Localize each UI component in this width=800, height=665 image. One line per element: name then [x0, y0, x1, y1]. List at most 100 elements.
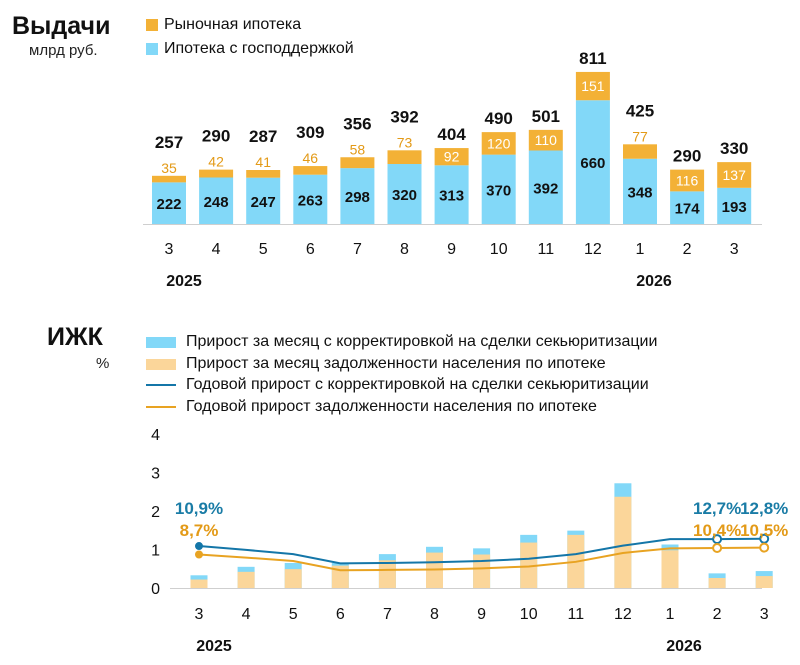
bar-market: [670, 169, 705, 192]
data-label-state-supported: 392: [533, 180, 558, 197]
data-label-market: 46: [303, 150, 319, 166]
data-label-total: 425: [626, 101, 654, 120]
marker-annual-debt: [195, 550, 203, 559]
marker-annual-debt: [712, 542, 723, 553]
x-tick-label: 6: [306, 241, 315, 258]
data-label-total: 290: [673, 147, 701, 166]
legend-swatch-blue: [146, 43, 158, 55]
legend-market-mortgage: Рыночная ипотека: [146, 16, 301, 34]
data-label-market: 42: [208, 154, 224, 170]
data-label-market: 73: [397, 134, 413, 150]
x-tick-label: 1: [636, 241, 645, 258]
year-label: 2026: [666, 638, 702, 655]
data-label-total: 404: [437, 125, 466, 144]
x-tick-label: 5: [259, 241, 268, 258]
bar-market: [575, 71, 610, 101]
legend-state-supported-mortgage: Ипотека с господдержкой: [146, 40, 354, 58]
annotation-annual-debt: 10,4%: [693, 521, 741, 540]
y-tick-label: 2: [151, 504, 160, 521]
x-tick-label: 2: [683, 241, 692, 258]
bar-market: [528, 129, 563, 151]
data-label-total: 330: [720, 139, 748, 158]
bar-market: [340, 157, 375, 169]
legend-label: Прирост за месяц с корректировкой на сде…: [186, 333, 658, 350]
bar-state-supported: [293, 174, 328, 224]
x-tick-label: 8: [430, 606, 439, 623]
bar-monthly-debt: [378, 560, 396, 588]
y-tick-label: 4: [151, 427, 160, 444]
ihk-unit: %: [96, 355, 110, 372]
data-label-state-supported: 248: [204, 194, 229, 211]
annotation-annual-debt: 8,7%: [180, 521, 219, 540]
data-label-total: 290: [202, 127, 230, 146]
legend-label: Годовой прирост с корректировкой на сдел…: [186, 376, 649, 393]
bar-monthly-debt: [237, 571, 255, 588]
x-tick-label: 10: [520, 606, 538, 623]
data-label-total: 356: [343, 114, 371, 133]
bar-state-supported: [434, 165, 469, 224]
line-annual-adjusted: [198, 537, 765, 565]
legend-swatch-orange-line: [146, 406, 176, 408]
data-label-state-supported: 298: [345, 189, 370, 206]
y-tick-label: 3: [151, 466, 160, 483]
bar-state-supported: [152, 182, 186, 224]
data-label-state-supported: 174: [675, 201, 701, 218]
x-tick-label: 12: [614, 606, 632, 623]
bar-monthly-debt: [284, 569, 302, 588]
bar-monthly-debt: [661, 550, 679, 588]
bar-state-supported: [623, 158, 657, 224]
legend-label: Ипотека с господдержкой: [164, 40, 354, 57]
data-label-state-supported: 247: [251, 194, 276, 211]
marker-annual-debt: [759, 542, 770, 553]
data-label-state-supported: 222: [156, 196, 181, 213]
data-label-market: 151: [581, 78, 605, 94]
data-label-market: 120: [487, 135, 511, 151]
legend-annual-adjusted: Годовой прирост с корректировкой на сдел…: [146, 376, 649, 394]
legend-label: Годовой прирост задолженности населения …: [186, 398, 597, 415]
bar-market: [481, 132, 516, 155]
x-tick-label: 11: [537, 241, 554, 258]
ihk-title: ИЖК: [47, 323, 103, 351]
legend-label: Прирост за месяц задолженности населения…: [186, 355, 606, 372]
x-tick-label: 2: [713, 606, 722, 623]
legend-swatch-orange-bar: [146, 358, 176, 370]
x-tick-label: 10: [490, 241, 508, 258]
x-tick-label: 3: [760, 606, 769, 623]
data-label-market: 110: [535, 132, 558, 148]
x-tick-label: 9: [477, 606, 486, 623]
data-label-total: 490: [485, 109, 513, 128]
data-label-total: 392: [390, 107, 418, 126]
x-tick-label: 1: [666, 606, 675, 623]
bar-monthly-debt: [708, 577, 726, 588]
legend-swatch-blue-line: [146, 384, 176, 386]
data-label-state-supported: 263: [298, 192, 323, 209]
bar-state-supported: [528, 150, 563, 224]
year-label: 2025: [166, 273, 202, 290]
data-label-total: 309: [296, 123, 324, 142]
x-tick-label: 7: [383, 606, 392, 623]
x-tick-label: 3: [165, 241, 174, 258]
data-label-state-supported: 193: [722, 199, 747, 216]
x-tick-label: 4: [212, 241, 221, 258]
bar-market: [152, 175, 186, 183]
data-label-market: 137: [723, 167, 747, 183]
data-label-market: 116: [676, 173, 699, 189]
x-tick-label: 7: [353, 241, 362, 258]
data-label-market: 58: [350, 141, 366, 157]
bar-market: [246, 170, 281, 178]
x-tick-label: 12: [584, 241, 602, 258]
data-label-state-supported: 660: [580, 155, 605, 172]
bar-state-supported: [246, 177, 281, 224]
annotation-annual-adjusted: 10,9%: [175, 499, 223, 518]
data-label-market: 35: [161, 160, 177, 176]
x-tick-label: 11: [567, 606, 584, 623]
legend-swatch-orange: [146, 19, 158, 31]
data-label-market: 92: [444, 149, 460, 165]
legend-monthly-adjusted: Прирост за месяц с корректировкой на сде…: [146, 333, 657, 351]
bar-state-supported: [670, 191, 705, 224]
year-label: 2026: [636, 273, 672, 290]
bar-market: [717, 162, 752, 188]
annotation-annual-adjusted: 12,8%: [740, 499, 788, 518]
y-tick-label: 1: [151, 543, 160, 560]
x-tick-label: 6: [336, 606, 345, 623]
